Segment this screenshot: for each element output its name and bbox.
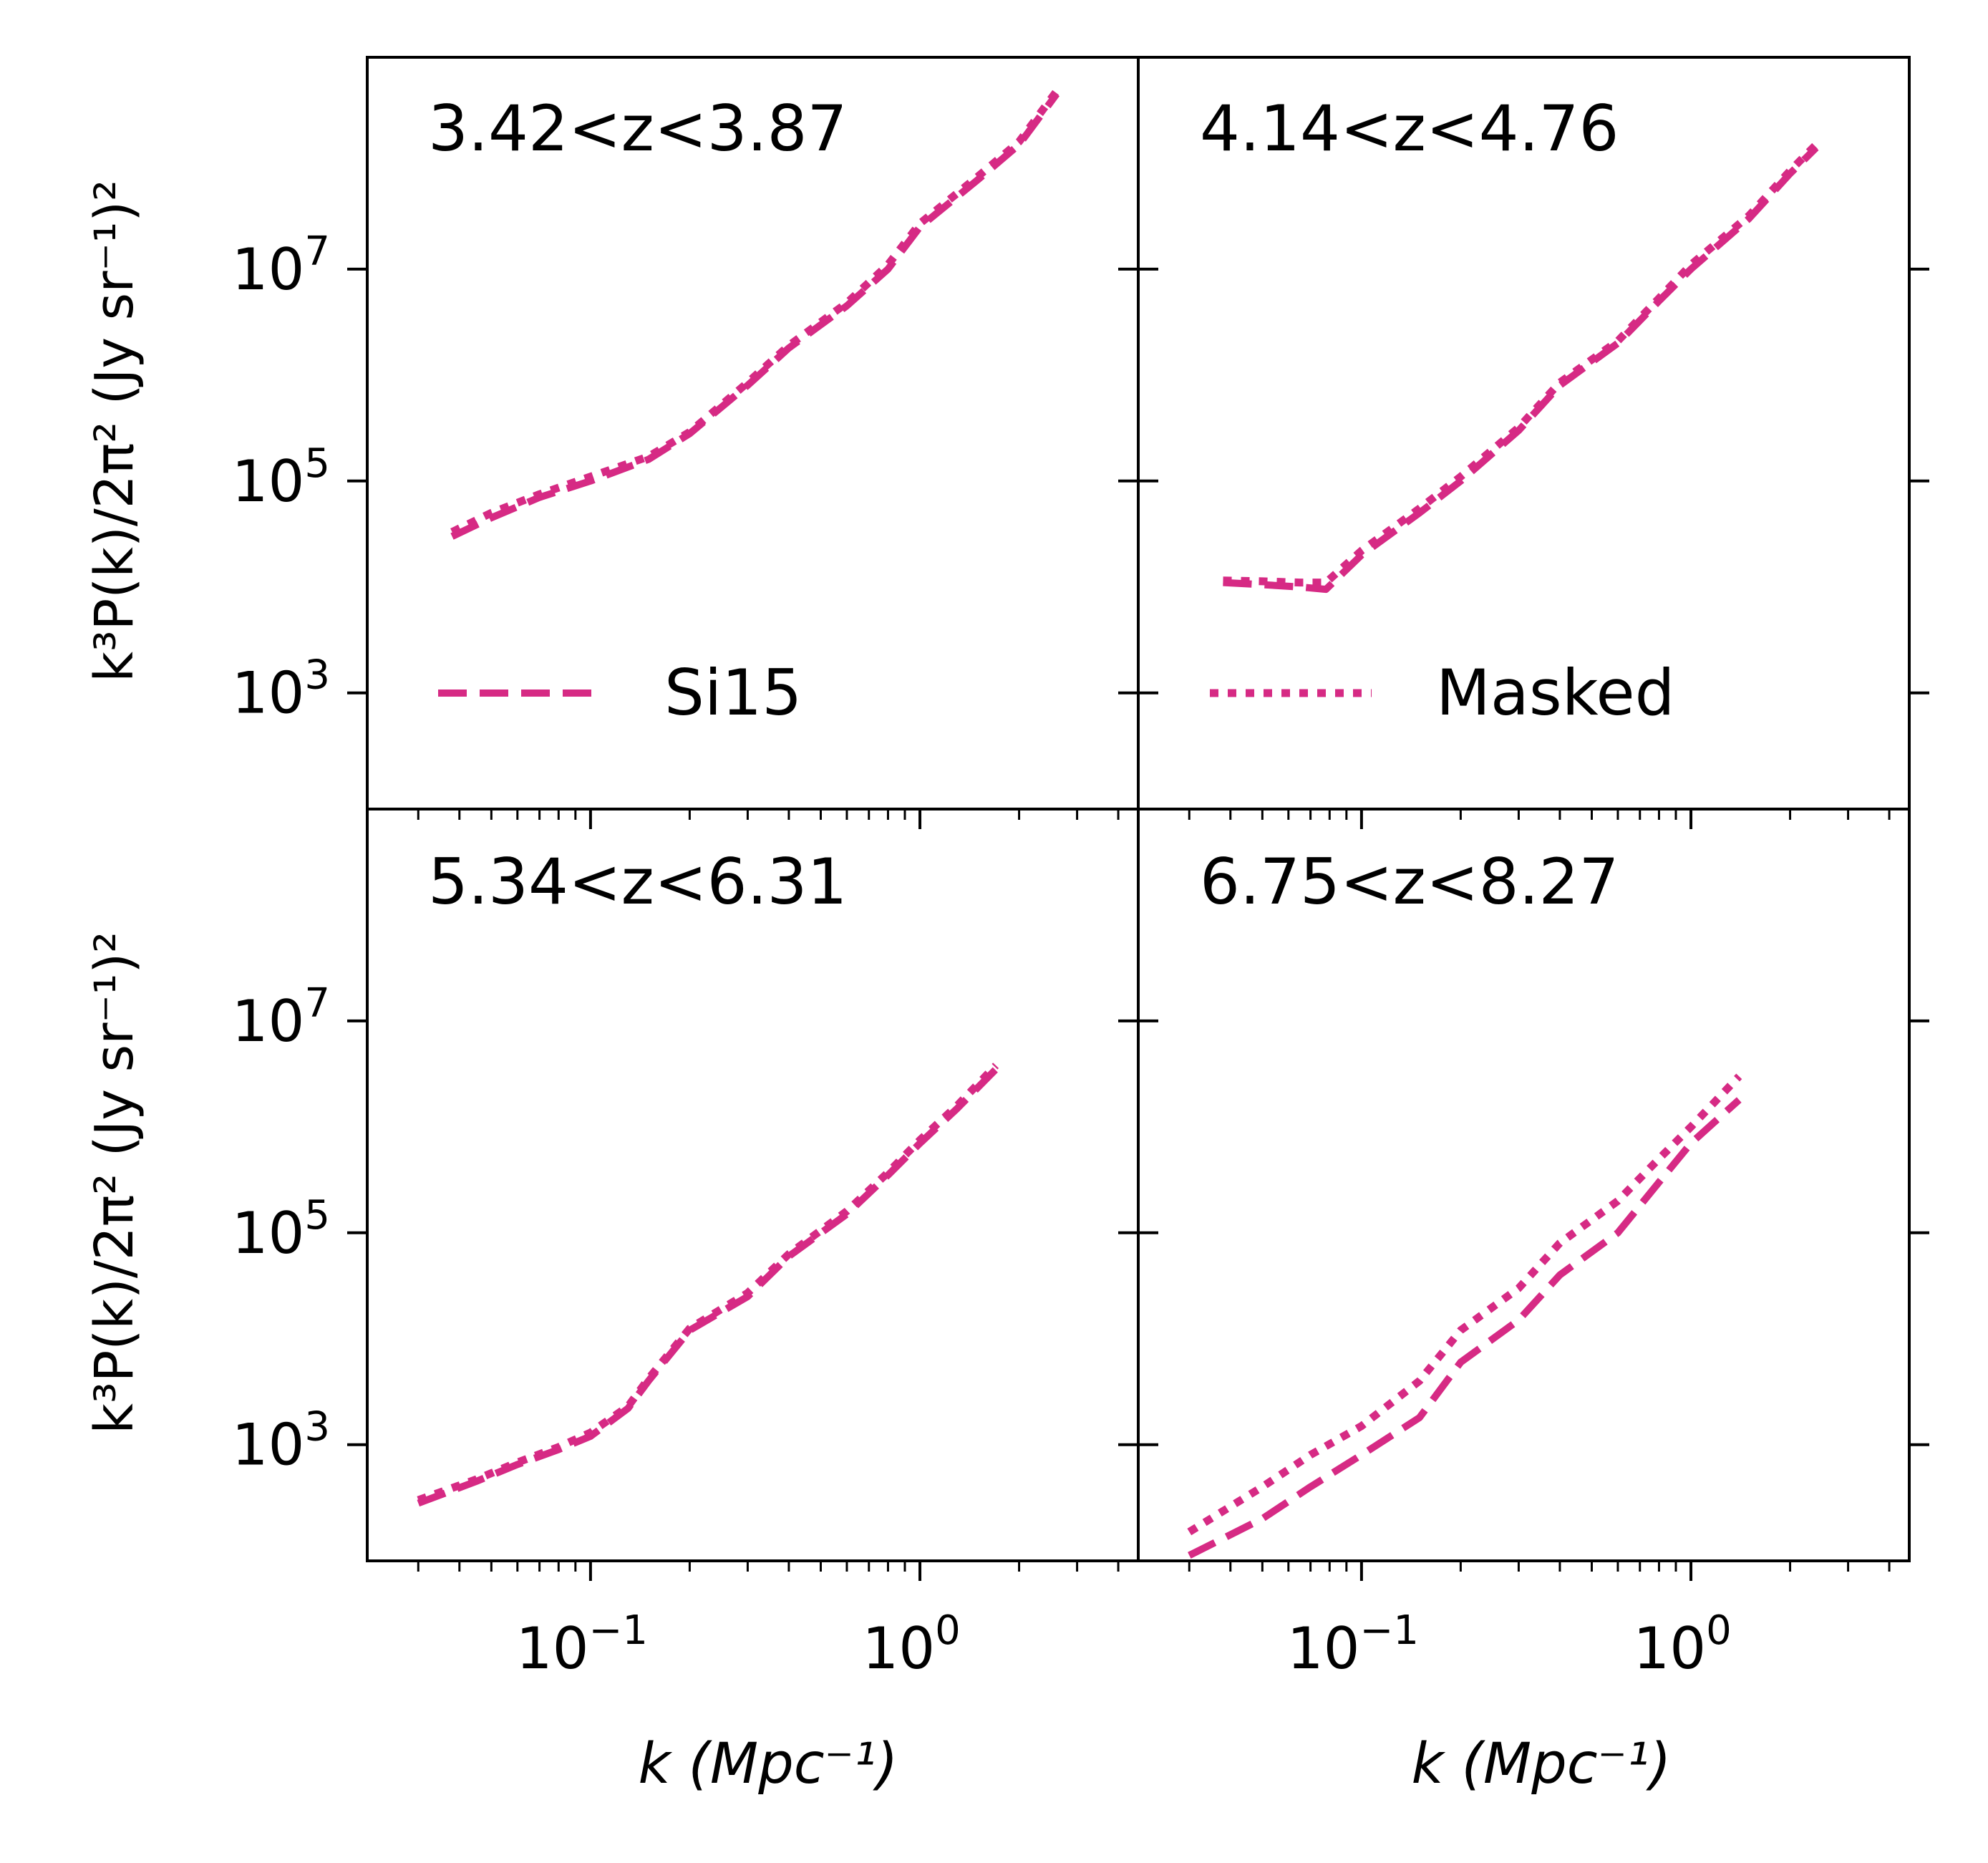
y-label-bottom: k³P(k)/2π² (Jy sr⁻¹)²	[84, 932, 145, 1434]
panel-bottom-right: 10−1 100 6.75<z<8.27	[1118, 808, 1929, 1682]
series-masked	[450, 88, 1060, 536]
x-tick-label: 10−1	[1287, 1607, 1419, 1682]
y-tick-label: 105	[232, 440, 330, 515]
legend-entry-masked: Masked	[1210, 656, 1675, 730]
panel-title: 3.42<z<3.87	[428, 92, 848, 165]
panel-title: 6.75<z<8.27	[1200, 845, 1619, 919]
legend-label: Masked	[1436, 656, 1675, 730]
legend-entry-si15: Si15	[438, 656, 802, 730]
panel-top-left: 103 105 107 3.42<z<3.87 Si15	[232, 56, 1158, 829]
axes-frame	[1137, 808, 1911, 1562]
x-tick-label: 100	[1633, 1607, 1731, 1682]
x-label-left: k (Mpc⁻¹)	[639, 1732, 898, 1796]
y-tick-label: 107	[232, 228, 330, 303]
y-tick-label: 107	[232, 980, 330, 1055]
panel-top-right: 4.14<z<4.76 Masked	[1118, 56, 1929, 829]
panel-title: 5.34<z<6.31	[428, 845, 848, 919]
panel-title: 4.14<z<4.76	[1200, 92, 1619, 165]
y-tick-label: 103	[232, 652, 330, 727]
x-label-right: k (Mpc⁻¹)	[1412, 1732, 1672, 1796]
y-label-top: k³P(k)/2π² (Jy sr⁻¹)²	[84, 180, 145, 682]
series-si15	[1188, 1097, 1742, 1559]
panel-bottom-left: 103 105 107 10−1 100 5.34<z<6.31	[232, 808, 1158, 1682]
series-masked	[417, 1063, 999, 1504]
y-tick-label: 105	[232, 1192, 330, 1267]
series-masked	[1187, 1073, 1742, 1536]
legend-label: Si15	[664, 656, 802, 730]
x-tick-label: 100	[862, 1607, 960, 1682]
y-tick-label: 103	[232, 1404, 330, 1479]
x-tick-label: 10−1	[516, 1607, 648, 1682]
